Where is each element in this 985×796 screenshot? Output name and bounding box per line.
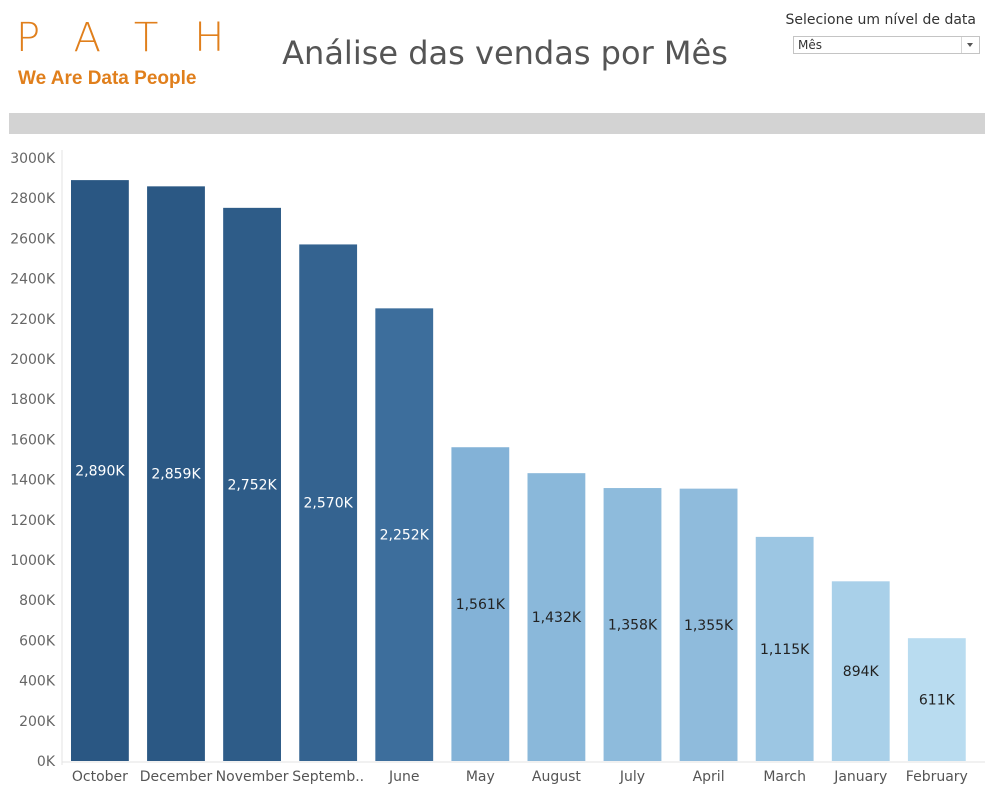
logo-tagline: We Are Data People (18, 68, 197, 89)
bar (451, 447, 510, 761)
bar-data-label: 1,561K (456, 597, 506, 613)
bar (755, 536, 814, 761)
bar-data-label: 2,252K (380, 528, 430, 544)
date-level-select-value: Mês (798, 38, 822, 52)
date-level-filter-label: Selecione um nível de data (785, 12, 976, 28)
y-tick-label: 1000K (10, 553, 56, 569)
y-tick-label: 200K (19, 714, 56, 730)
x-tick-label: June (388, 769, 420, 785)
date-level-select[interactable]: Mês (793, 36, 980, 54)
bar (831, 581, 890, 761)
bar-data-label: 2,570K (304, 496, 354, 512)
y-tick-label: 400K (19, 674, 56, 690)
x-tick-label: July (619, 769, 645, 785)
bar (679, 488, 738, 761)
logo-wordmark: PATH (16, 15, 261, 61)
x-tick-label: April (693, 769, 725, 785)
y-tick-label: 2000K (10, 352, 56, 368)
x-tick-label: October (72, 769, 128, 785)
y-tick-label: 2400K (10, 272, 56, 288)
company-logo: PATH We Are Data People (16, 18, 224, 94)
bar (603, 488, 662, 761)
x-tick-label: December (140, 769, 213, 785)
bar-data-label: 2,752K (227, 477, 277, 493)
y-tick-label: 1200K (10, 513, 56, 529)
x-tick-label: Septemb.. (292, 769, 364, 785)
bar (527, 473, 586, 761)
y-tick-label: 2600K (10, 231, 56, 247)
bar-data-label: 611K (919, 693, 956, 709)
x-tick-label: November (216, 769, 289, 785)
y-tick-label: 1600K (10, 432, 56, 448)
bar-data-label: 2,890K (75, 464, 125, 480)
x-tick-label: March (763, 769, 806, 785)
y-tick-label: 2200K (10, 312, 56, 328)
chevron-down-icon[interactable] (961, 37, 979, 53)
divider-band (9, 113, 985, 134)
bar-data-label: 2,859K (151, 467, 201, 483)
y-tick-label: 0K (37, 754, 56, 770)
bar-data-label: 1,115K (760, 642, 810, 658)
y-tick-label: 1800K (10, 392, 56, 408)
bar-data-label: 1,355K (684, 618, 734, 634)
y-tick-label: 800K (19, 593, 56, 609)
x-tick-label: February (906, 769, 968, 785)
y-tick-label: 600K (19, 633, 56, 649)
bar (907, 638, 966, 761)
bar-data-label: 894K (843, 664, 880, 680)
bar-data-label: 1,358K (608, 618, 658, 634)
bar (71, 180, 129, 762)
x-tick-label: August (532, 769, 582, 785)
x-tick-label: May (466, 769, 495, 785)
page-title: Análise das vendas por Mês (282, 34, 728, 72)
bar (147, 186, 205, 761)
x-tick-label: January (833, 769, 887, 785)
y-tick-label: 2800K (10, 191, 56, 207)
bar-data-label: 1,432K (532, 610, 582, 626)
bar-chart: 0K 200K 400K 600K 800K 1000K 1200K 1400K 1600K 18… (10, 150, 985, 785)
y-tick-label: 3000K (10, 151, 56, 167)
bar (299, 244, 358, 761)
y-tick-label: 1400K (10, 473, 56, 489)
bar (375, 308, 434, 761)
bar (223, 207, 281, 761)
